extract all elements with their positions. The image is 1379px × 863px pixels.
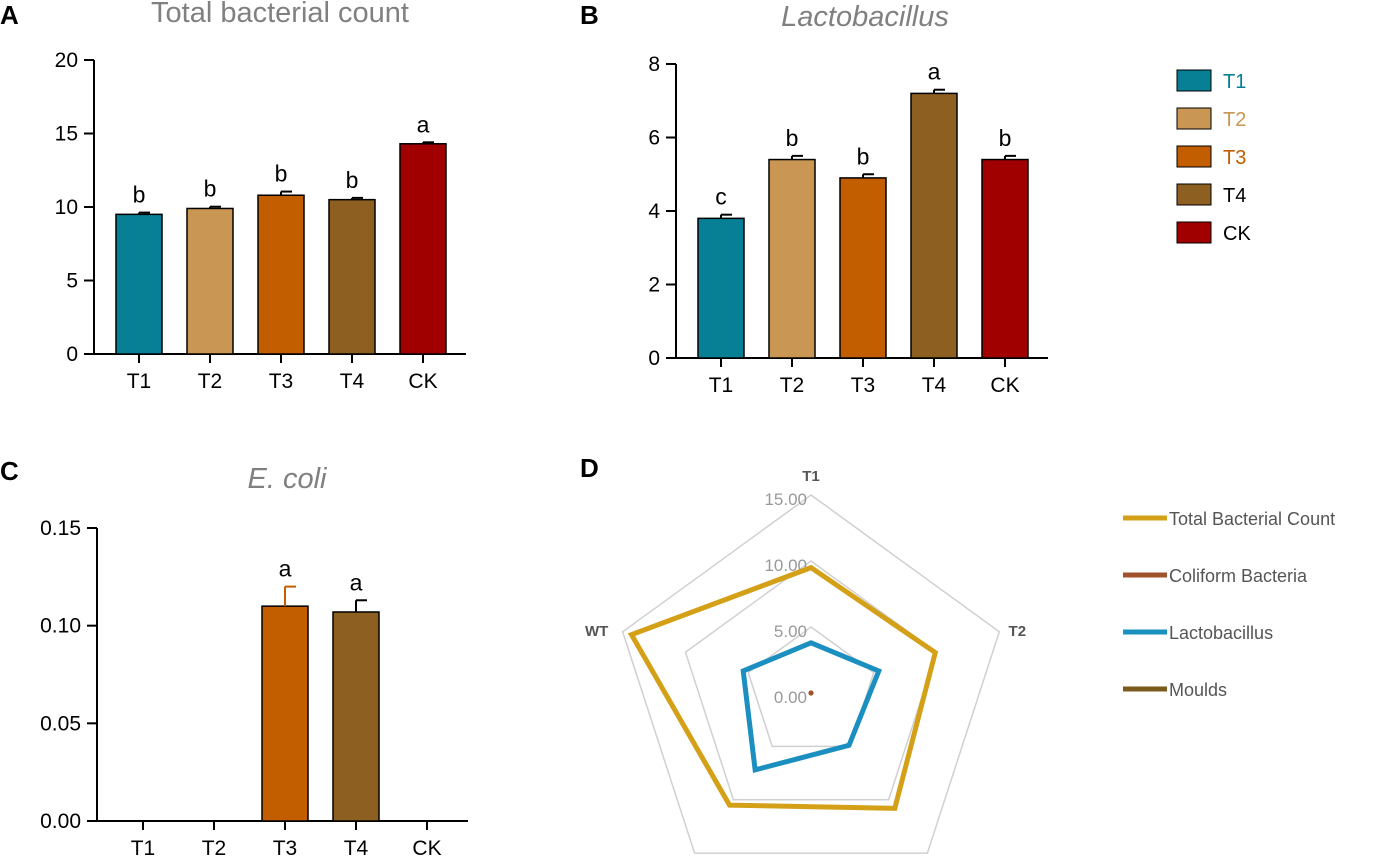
chart-a-sig-label: a	[417, 111, 430, 137]
chart-a-xtick-label: CK	[408, 370, 437, 393]
chart-c-sig-label: a	[279, 556, 292, 582]
chart-a-xtick-label: T4	[340, 370, 365, 393]
legend-label-t2: T2	[1223, 109, 1246, 131]
chart-c-xtick-label: T4	[344, 837, 369, 860]
chart-a-ytick-label: 20	[55, 49, 78, 72]
panel-letter-a: A	[0, 0, 19, 30]
panel-letter-b: B	[580, 0, 599, 30]
chart-c-xtick-label: T2	[202, 837, 227, 860]
chart-b-sig-label: c	[715, 184, 727, 210]
chart-b: 0 2 4 6 8 T1 c T2 b T3 b T4 a CK b	[648, 53, 1048, 397]
chart-b-ytick-label: 0	[648, 347, 660, 370]
radar-legend-label: Total Bacterial Count	[1169, 509, 1335, 529]
chart-b-xtick-label: T4	[922, 374, 947, 397]
chart-c: 0.00 0.05 0.10 0.15 T1 T2 T3 a T4 a CK	[40, 517, 468, 860]
chart-a-bar-t4	[328, 198, 376, 355]
legend-swatch-t1	[1176, 69, 1212, 92]
chart-a: 0 5 10 15 20 T1 b T2 b T3 b T4 b CK a	[55, 49, 466, 393]
chart-c-ytick-label: 0.10	[40, 615, 81, 638]
chart-b-sig-label: b	[786, 125, 799, 151]
chart-a-sig-label: b	[346, 167, 359, 193]
legend-swatch-t2	[1176, 107, 1212, 130]
chart-b-ytick-label: 6	[648, 127, 660, 150]
legend-swatch-t3	[1176, 145, 1212, 168]
legend-swatch-ck	[1176, 221, 1212, 244]
chart-b-xtick-label: CK	[990, 374, 1019, 397]
legend-swatch-t4	[1176, 183, 1212, 206]
chart-b-bar-t1	[697, 217, 745, 359]
radar-scale-label: 5.00	[774, 622, 807, 641]
chart-c-sig-label: a	[350, 569, 363, 595]
radar-grid-ring	[621, 494, 1001, 854]
radar-series-total-bacterial-count	[627, 564, 939, 811]
chart-a-title: Total bacterial count	[151, 0, 409, 29]
chart-a-xtick-label: T1	[127, 370, 152, 393]
radar-legend-label: Coliform Bacteria	[1169, 566, 1308, 586]
chart-a-sig-label: b	[275, 161, 288, 187]
chart-c-ytick-label: 0.05	[40, 712, 81, 735]
chart-c-ytick-label: 0.15	[40, 517, 81, 540]
chart-a-ytick-label: 15	[55, 123, 78, 146]
chart-a-ytick-label: 10	[55, 196, 78, 219]
radar-legend-label: Lactobacillus	[1169, 623, 1273, 643]
legend-label-t3: T3	[1223, 147, 1246, 169]
chart-b-bar-ck	[981, 158, 1029, 359]
chart-a-bar-t2	[186, 207, 234, 355]
radar-scale-label: 10.00	[764, 556, 807, 575]
radar-axis-label: T1	[802, 468, 820, 485]
radar-legend-label: Moulds	[1169, 680, 1227, 700]
radar-scale-label: 15.00	[764, 490, 807, 509]
chart-c-xtick-label: CK	[412, 837, 441, 860]
chart-b-ytick-label: 2	[648, 274, 660, 297]
chart-b-bar-t2	[768, 158, 816, 359]
chart-a-bar-t1	[115, 213, 163, 355]
chart-b-ytick-label: 4	[648, 200, 660, 223]
radar-axis-label: WT	[585, 623, 608, 640]
chart-b-bar-t3	[839, 177, 887, 359]
chart-a-sig-label: b	[204, 176, 217, 202]
chart-c-bar-t3	[261, 605, 309, 822]
radar-series-point	[808, 690, 814, 696]
legend-label-t1: T1	[1223, 71, 1246, 93]
chart-b-xtick-label: T1	[709, 374, 734, 397]
chart-b-xtick-label: T3	[851, 374, 876, 397]
chart-a-ytick-label: 5	[66, 270, 78, 293]
chart-c-xtick-label: T1	[131, 837, 156, 860]
chart-b-title: Lactobacillus	[781, 1, 949, 33]
chart-a-bar-ck	[399, 143, 447, 355]
panel-letter-c: C	[0, 456, 19, 486]
chart-a-sig-label: b	[133, 182, 146, 208]
chart-a-xtick-label: T2	[198, 370, 223, 393]
radar-axis-label: T2	[1009, 623, 1027, 640]
chart-b-sig-label: b	[999, 125, 1012, 151]
radar-legend: Total Bacterial Count Coliform Bacteria La…	[1123, 509, 1335, 700]
chart-b-sig-label: a	[928, 59, 941, 85]
panel-letter-d: D	[580, 453, 599, 483]
bar-legend: T1 T2 T3 T4 CK	[1176, 69, 1251, 245]
chart-a-ytick-label: 0	[66, 343, 78, 366]
chart-b-bar-t4	[910, 92, 958, 359]
legend-label-t4: T4	[1223, 185, 1246, 207]
chart-a-xtick-label: T3	[269, 370, 294, 393]
radar-series-lactobacillus	[740, 640, 883, 774]
legend-label-ck: CK	[1223, 223, 1251, 245]
chart-b-ytick-label: 8	[648, 53, 660, 76]
chart-c-xtick-label: T3	[273, 837, 298, 860]
chart-c-title: E. coli	[248, 463, 329, 495]
radar-scale-label: 0.00	[774, 688, 807, 707]
radar-grid-ring	[684, 560, 938, 801]
chart-a-bar-t3	[257, 194, 305, 355]
chart-c-ytick-label: 0.00	[40, 810, 81, 833]
chart-b-xtick-label: T2	[780, 374, 805, 397]
chart-b-sig-label: b	[857, 143, 870, 169]
chart-c-bar-t4	[332, 611, 380, 822]
